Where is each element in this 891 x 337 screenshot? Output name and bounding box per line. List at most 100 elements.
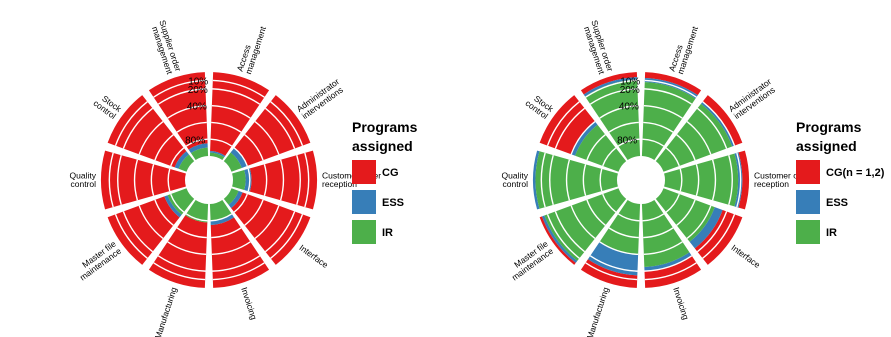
bar-cg-7 — [100, 150, 186, 210]
bar-cg-1 — [234, 95, 311, 166]
gridline-3 — [211, 227, 242, 239]
bar-ess-8 — [174, 151, 189, 169]
bar-ess-7 — [532, 150, 540, 210]
category-label-9: Supplier ordermanagement — [149, 19, 184, 76]
legend-title-line-2: assigned — [352, 138, 413, 154]
gridline-2 — [570, 205, 596, 240]
gridline-4 — [170, 193, 185, 213]
bar-ess-0 — [644, 77, 698, 99]
gridline-4 — [233, 147, 248, 167]
gridline-0 — [114, 214, 148, 259]
gridline-3 — [154, 134, 174, 161]
gridline-1 — [728, 154, 733, 206]
gridline-2 — [643, 104, 683, 119]
category-label-8: Stockcontrol — [524, 91, 556, 122]
gridline-2 — [133, 159, 139, 201]
gridline-0 — [736, 152, 742, 208]
sector-4 — [641, 199, 702, 288]
category-label-7: Quality control — [70, 170, 97, 189]
gridline-4 — [679, 168, 683, 192]
gridline-1 — [644, 88, 693, 105]
gridline-3 — [676, 134, 696, 161]
gridline-3 — [176, 227, 207, 239]
chart-2: Accessmanagement Administratorinterventio… — [502, 19, 885, 337]
legend-label-0: CG(n = 1,2) — [826, 167, 885, 179]
bar-ir-6 — [167, 188, 195, 215]
radial-tick-3: 80% — [185, 135, 205, 146]
legend-label-1: ESS — [382, 197, 404, 209]
sector-4 — [209, 199, 270, 288]
bar-ir-0 — [641, 82, 696, 161]
category-label-5: Manufacturing — [585, 286, 611, 337]
sector-0 — [209, 72, 270, 161]
legend-swatch-1 — [796, 190, 820, 214]
bar-ess-3 — [689, 207, 723, 249]
gridline-0 — [108, 152, 114, 208]
legend-2: Programs assigned CG(n = 1,2) ESS IR — [796, 119, 885, 244]
sector-8 — [107, 95, 195, 172]
sector-3 — [655, 188, 743, 265]
gridline-1 — [696, 211, 728, 253]
gridline-1 — [122, 107, 154, 149]
gridline-2 — [643, 241, 683, 256]
gridline-0 — [153, 79, 206, 98]
radial-tick-2: 40% — [619, 102, 639, 113]
gridline-4 — [185, 138, 208, 147]
bar-ess-5 — [587, 241, 639, 276]
gridline-4 — [233, 193, 248, 213]
gridline-3 — [608, 121, 639, 133]
gridline-3 — [608, 227, 639, 239]
gridline-3 — [586, 199, 606, 226]
radial-tick-1: 20% — [620, 85, 640, 96]
bar-ess-9 — [188, 143, 208, 154]
gridline-3 — [643, 227, 674, 239]
sector-5 — [148, 199, 209, 288]
gridline-3 — [695, 164, 700, 196]
bar-ess-1 — [230, 147, 248, 168]
bar-ir-4 — [209, 199, 232, 221]
sector-7 — [532, 150, 618, 210]
gridline-3 — [244, 134, 264, 161]
gridline-2 — [686, 205, 712, 240]
radial-tick-3: 80% — [617, 135, 637, 146]
gridline-1 — [264, 211, 296, 253]
legend-swatch-1 — [352, 190, 376, 214]
gridline-2 — [138, 205, 164, 240]
sector-3 — [223, 188, 311, 265]
legend-swatch-2 — [796, 220, 820, 244]
gridline-3 — [586, 134, 606, 161]
legend-1: Programs assigned CG ESS IR — [352, 119, 418, 244]
sector-2 — [664, 150, 750, 210]
gridline-2 — [167, 241, 207, 256]
gridline-4 — [642, 138, 665, 147]
category-label-9: Supplier ordermanagement — [581, 19, 616, 76]
gridline-2 — [211, 104, 251, 119]
gridline-0 — [212, 79, 265, 98]
gridline-0 — [540, 152, 546, 208]
category-label-4: Invoicing — [239, 286, 259, 321]
legend-title-line-1: Programs — [796, 119, 862, 135]
gridline-0 — [546, 101, 580, 146]
gridline-0 — [304, 152, 310, 208]
category-label-8: Stockcontrol — [92, 91, 124, 122]
bar-ess-6 — [164, 195, 182, 218]
bar-ess-9 — [583, 77, 638, 97]
gridline-2 — [138, 120, 164, 155]
bar-cg-n-1-2--0 — [644, 72, 702, 96]
bar-cg-n-1-2--6 — [539, 216, 576, 265]
bar-ir-3 — [223, 188, 239, 205]
bar-ir-8 — [575, 124, 627, 172]
category-label-6: Master filemaintenance — [505, 238, 556, 282]
gridline-4 — [167, 168, 171, 192]
gridline-1 — [554, 211, 586, 253]
radial-tick-0: 10% — [188, 77, 208, 88]
bar-ir-2 — [664, 153, 739, 207]
gridline-4 — [185, 213, 208, 222]
sector-7 — [100, 150, 186, 210]
legend-label-1: ESS — [826, 197, 848, 209]
chart-1: Accessmanagement Administratorinterventio… — [70, 19, 418, 337]
gridline-1 — [554, 107, 586, 149]
gridline-2 — [570, 120, 596, 155]
sector-2 — [232, 150, 318, 210]
bar-ir-3 — [655, 188, 715, 242]
